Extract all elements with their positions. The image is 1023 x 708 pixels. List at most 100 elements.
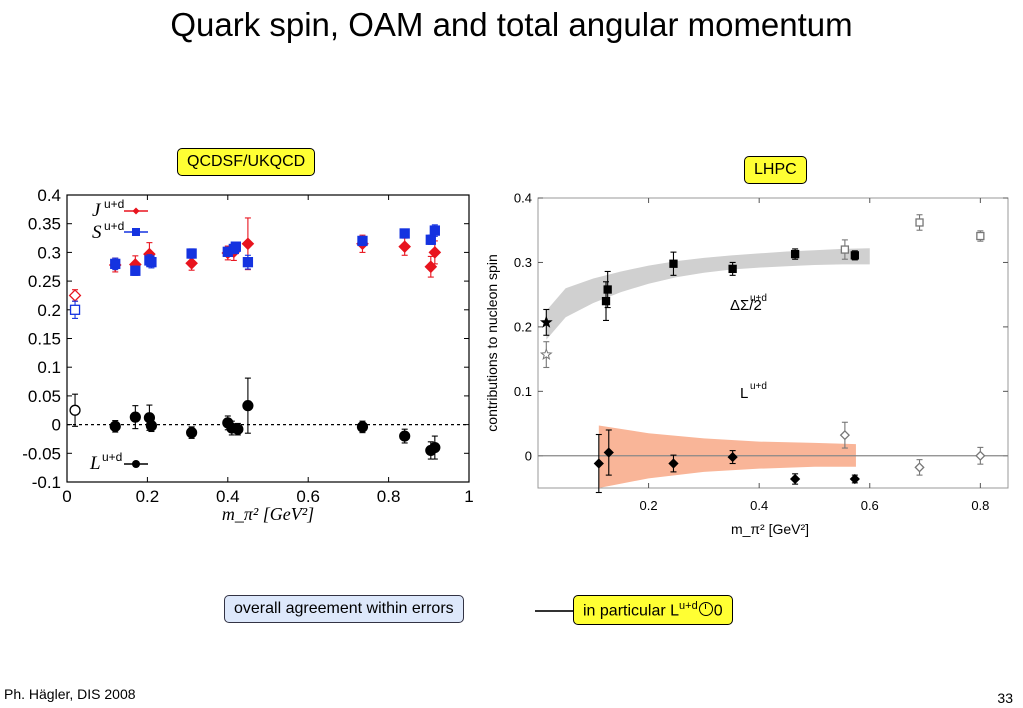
right-y-axis-label: contributions to nucleon spin [484,254,500,431]
agreement-note: overall agreement within errors [224,595,464,623]
y-tick-label: 0 [52,416,61,435]
y-tick-label: -0.05 [22,444,61,463]
y-tick-label: 0.3 [37,243,61,262]
particular-note-prefix: in particular L [583,602,680,620]
l-series-label: L [740,385,748,402]
data-point [232,423,244,435]
data-point [727,451,738,463]
legend-l-name: L [89,453,101,474]
data-point [186,248,197,259]
legend-s-marker [132,228,140,236]
y-tick-label: 0.2 [514,319,532,334]
data-point [790,249,800,259]
data-point [69,304,81,315]
x-tick-label: 0.6 [296,487,320,506]
y-tick-label: 0.25 [28,272,61,291]
data-point [914,462,925,473]
l-series-sup: u+d [750,381,767,392]
data-point [975,450,986,461]
x-tick-label: 0.2 [640,498,658,513]
particular-note-sup: u+d [679,600,698,612]
x-tick-label: 0.8 [377,487,401,506]
legend-j-marker [132,207,140,215]
data-point [593,458,604,469]
left-x-axis-label: m_π² [GeV²] [222,504,314,524]
x-tick-label: 1 [464,487,473,506]
y-tick-label: 0.2 [37,301,61,320]
y-tick-label: 0.15 [28,329,61,348]
data-point [185,256,198,270]
data-point [399,228,410,239]
data-point [130,265,141,276]
data-point [145,420,158,432]
right-chart: 0.2 0.4 0.6 0.8 0 0.1 0.2 0.3 0.4 contributions … [484,191,1009,537]
y-tick-label: 0.1 [514,384,532,399]
y-tick-label: 0.4 [514,191,532,206]
data-point [424,260,438,274]
y-tick-label: 0.35 [28,215,61,234]
data-point [601,296,611,306]
data-point [429,441,441,454]
data-point [146,257,157,268]
data-point [728,264,737,274]
ds-series-sup: u+d [750,293,767,304]
right-plot-frame [537,197,1009,489]
data-point [603,285,612,294]
data-point [398,240,411,253]
data-point [357,235,368,247]
data-point [669,259,678,268]
data-point [399,430,411,442]
legend-j-name: J [92,200,102,221]
data-point [539,315,553,328]
data-point [129,411,141,423]
data-point [789,473,801,485]
data-point [976,231,985,241]
data-point [230,241,241,252]
legend-s-name: S [92,222,102,243]
data-point [242,400,254,412]
x-tick-label: 0.4 [750,498,768,513]
legend-l-marker [132,460,140,468]
data-point [109,420,121,432]
data-point [428,246,442,259]
data-point [850,251,859,260]
right-x-axis-label: m_π² [GeV²] [731,521,809,537]
clock-icon [698,602,713,617]
data-point [839,430,851,441]
data-point [429,225,440,236]
slide-title: Quark spin, OAM and total angular moment… [170,6,853,43]
x-tick-label: 0 [62,487,71,506]
y-tick-label: 0.4 [37,186,61,205]
y-tick-label: 0 [525,448,532,463]
data-point [356,421,369,433]
y-tick-label: 0.05 [28,387,61,406]
qcdsf-badge: QCDSF/UKQCD [177,148,316,176]
error-band [598,425,856,488]
data-point [840,245,850,254]
particular-note-suffix: 0 [713,602,723,620]
data-point [603,447,614,458]
y-tick-label: 0.1 [37,358,61,377]
legend-j-sup: u+d [104,197,124,211]
left-legend: J u+d S u+d L u+d [89,197,148,474]
data-point [539,347,553,360]
lhpc-badge: LHPC [744,156,807,184]
x-tick-label: 0.4 [216,487,240,506]
note-connector [535,610,573,612]
y-tick-label: -0.1 [32,473,61,492]
legend-s-sup: u+d [104,219,124,233]
data-point [186,427,198,439]
error-band [546,248,870,340]
data-point [242,257,254,268]
data-point [915,218,924,227]
data-point [849,473,860,485]
y-tick-label: 0.3 [514,255,532,270]
data-point [69,404,81,416]
particular-note: in particular Lu+d 0 [573,595,733,626]
legend-l-sup: u+d [102,450,122,464]
author-footer: Ph. Hägler, DIS 2008 [4,686,136,702]
page-number: 33 [997,690,1013,706]
ds-series-label: ΔΣ/2 [730,297,762,314]
x-tick-label: 0.2 [136,487,160,506]
data-point [241,237,255,251]
